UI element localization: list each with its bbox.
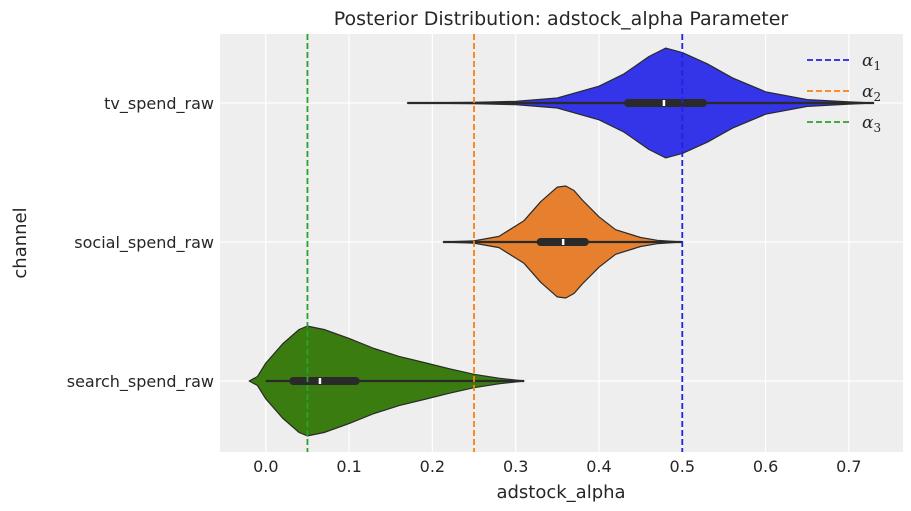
legend: α1 α2 α3 xyxy=(807,51,881,135)
y-tick-label: social_spend_raw xyxy=(74,233,214,253)
x-tick-label: 0.3 xyxy=(503,457,528,476)
legend-label: α1 xyxy=(862,51,881,73)
chart-title: Posterior Distribution: adstock_alpha Pa… xyxy=(334,8,789,30)
legend-label: α2 xyxy=(862,82,881,104)
x-axis-label: adstock_alpha xyxy=(496,482,625,503)
y-axis-label: channel xyxy=(10,207,31,278)
x-tick-label: 0.2 xyxy=(420,457,445,476)
legend-item-alpha-2: α2 xyxy=(807,82,881,104)
legend-item-alpha-1: α1 xyxy=(807,51,881,73)
violin-social_spend_raw xyxy=(442,185,683,299)
x-tick-label: 0.4 xyxy=(586,457,611,476)
y-tick-labels: tv_spend_raw social_spend_raw search_spend… xyxy=(67,94,214,392)
legend-label: α3 xyxy=(862,113,881,135)
x-tick-label: 0.0 xyxy=(253,457,278,476)
y-tick-label: tv_spend_raw xyxy=(104,94,214,114)
violin-tv_spend_raw xyxy=(406,47,875,159)
x-tick-label: 0.1 xyxy=(336,457,361,476)
y-tick-label: search_spend_raw xyxy=(67,372,214,392)
legend-item-alpha-3: α3 xyxy=(807,113,881,135)
x-tick-label: 0.7 xyxy=(836,457,861,476)
x-tick-labels: 0.0 0.1 0.2 0.3 0.4 0.5 0.6 0.7 xyxy=(253,457,862,476)
violins xyxy=(248,47,875,437)
reference-lines xyxy=(306,34,684,452)
violin-search_spend_raw xyxy=(248,325,525,437)
x-tick-label: 0.5 xyxy=(670,457,695,476)
x-tick-label: 0.6 xyxy=(753,457,778,476)
